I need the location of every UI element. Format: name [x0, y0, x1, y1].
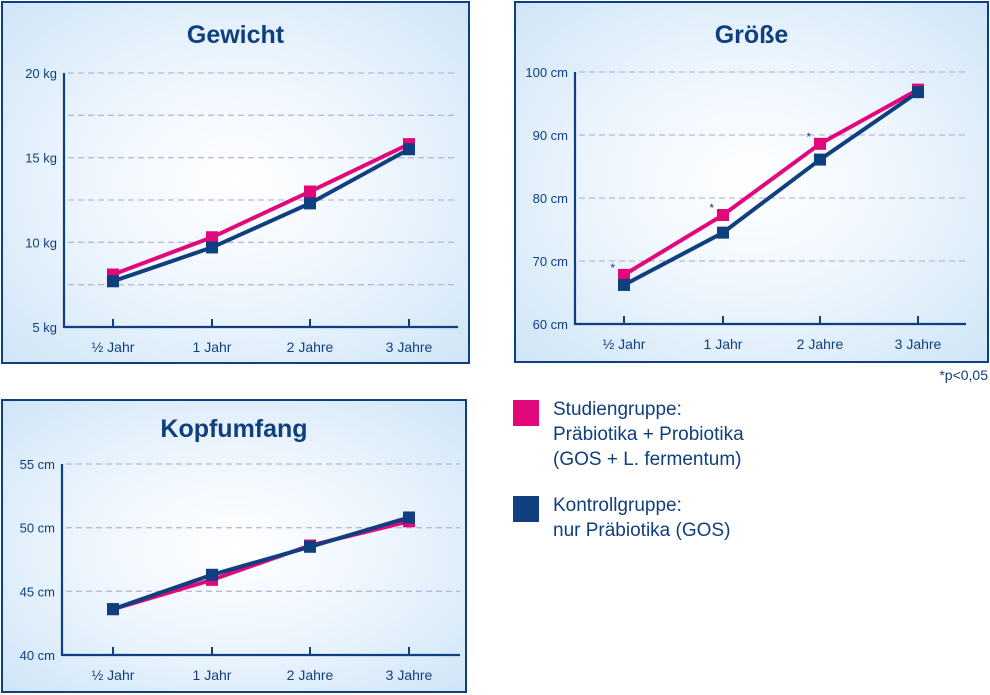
data-point-studiengruppe: [618, 268, 630, 281]
data-point-studiengruppe: [717, 209, 729, 222]
y-tick-label: 55 cm: [20, 457, 55, 472]
legend-line: nur Präbiotika (GOS): [553, 520, 731, 541]
y-tick-label: 60 cm: [533, 317, 568, 332]
series-line-kontrollgruppe: [623, 90, 920, 287]
significance-note: *p<0,05: [939, 367, 988, 383]
data-point-kontrollgruppe: [206, 568, 218, 581]
data-point-kontrollgruppe: [107, 275, 119, 288]
legend-line: Studiengruppe:: [553, 399, 682, 420]
y-tick-label: 45 cm: [20, 584, 55, 599]
y-tick-label: 5 kg: [32, 320, 57, 335]
chart-gewicht: Gewicht 5 kg 10 kg 15 kg 20 kg ½ Jahr 1 Jahr 2…: [1, 1, 470, 364]
data-point-kontrollgruppe: [912, 86, 924, 99]
y-tick-label: 80 cm: [533, 191, 568, 206]
chart-title: Größe: [714, 21, 789, 49]
chart-title: Gewicht: [186, 21, 285, 49]
y-tick-label: 15 kg: [25, 151, 57, 166]
legend-line: Präbiotika + Probiotika: [553, 424, 744, 445]
legend-swatch-pink: [513, 400, 539, 426]
chart-groesse: Größe 60 cm 70 cm 80 cm 90 cm 100 cm ½ Jahr 1 …: [514, 1, 989, 363]
data-point-kontrollgruppe: [403, 511, 415, 524]
x-tick-label: 2 Jahre: [287, 339, 334, 355]
x-tick-label: ½ Jahr: [92, 339, 135, 355]
chart-title: Kopfumfang: [160, 415, 308, 443]
x-tick-label: 2 Jahre: [797, 336, 844, 352]
series-line-studiengruppe: [112, 519, 410, 612]
significance-marker: *: [806, 130, 811, 144]
x-tick-label: 3 Jahre: [386, 339, 433, 355]
data-point-kontrollgruppe: [304, 540, 316, 553]
chart-svg: 5 kg 10 kg 15 kg 20 kg ½ Jahr 1 Jahr 2 Jahre 3 …: [25, 66, 458, 355]
y-tick-label: 40 cm: [20, 648, 55, 663]
x-tick-label: ½ Jahr: [92, 667, 135, 683]
y-tick-label: 100 cm: [525, 65, 568, 80]
x-tick-label: 2 Jahre: [287, 667, 334, 683]
data-point-kontrollgruppe: [717, 226, 729, 239]
data-point-studiengruppe: [304, 185, 316, 198]
y-tick-label: 10 kg: [25, 235, 57, 250]
data-point-kontrollgruppe: [304, 197, 316, 210]
x-tick-label: 3 Jahre: [386, 667, 433, 683]
series-line-studiengruppe: [112, 142, 410, 277]
x-tick-label: ½ Jahr: [603, 336, 646, 352]
data-point-kontrollgruppe: [814, 153, 826, 166]
y-tick-label: 50 cm: [20, 521, 55, 536]
chart-svg: 60 cm 70 cm 80 cm 90 cm 100 cm ½ Jahr 1 Jahr 2 …: [525, 65, 966, 352]
data-point-kontrollgruppe: [107, 603, 119, 616]
series-line-kontrollgruppe: [112, 515, 410, 612]
significance-marker: *: [610, 261, 615, 275]
legend-line: Kontrollgruppe:: [553, 495, 682, 516]
data-point-kontrollgruppe: [206, 241, 218, 254]
data-point-kontrollgruppe: [403, 143, 415, 156]
x-tick-label: 1 Jahr: [193, 667, 232, 683]
legend-line: (GOS + L. fermentum): [553, 449, 742, 470]
x-tick-label: 1 Jahr: [193, 339, 232, 355]
data-point-studiengruppe: [814, 137, 826, 150]
y-tick-label: 90 cm: [533, 128, 568, 143]
data-point-studiengruppe: [206, 231, 218, 244]
legend-swatch-navy: [513, 496, 539, 522]
x-tick-label: 1 Jahr: [704, 336, 743, 352]
chart-kopfumfang: Kopfumfang 40 cm 45 cm 50 cm 55 cm ½ Jahr 1 J…: [1, 399, 467, 693]
series-line-kontrollgruppe: [112, 147, 410, 284]
significance-marker: *: [709, 201, 714, 215]
y-tick-label: 20 kg: [25, 66, 57, 81]
y-tick-label: 70 cm: [533, 254, 568, 269]
x-tick-label: 3 Jahre: [895, 336, 942, 352]
data-point-kontrollgruppe: [618, 278, 630, 291]
chart-svg: 40 cm 45 cm 50 cm 55 cm ½ Jahr 1 Jahr 2 Jahre 3…: [20, 457, 460, 683]
series-line-studiengruppe: [622, 87, 919, 277]
